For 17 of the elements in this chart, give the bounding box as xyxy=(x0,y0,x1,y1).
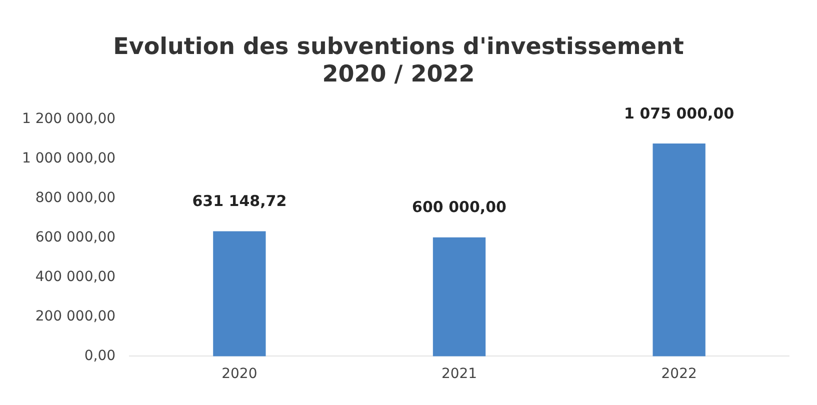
x-tick-label: 2022 xyxy=(661,366,697,382)
y-tick-label: 400 000,00 xyxy=(35,268,116,285)
y-tick-label: 600 000,00 xyxy=(35,229,116,246)
x-tick-label: 2020 xyxy=(222,366,258,382)
data-label: 600 000,00 xyxy=(412,198,506,216)
y-tick-label: 800 000,00 xyxy=(35,190,116,206)
y-tick-label: 1 000 000,00 xyxy=(22,150,116,166)
bar xyxy=(652,144,706,356)
y-tick-label: 0,00 xyxy=(84,348,116,364)
data-label: 631 148,72 xyxy=(192,192,287,210)
chart-title: Evolution des subventions d'investissement 2020 / 2022 xyxy=(113,34,684,88)
x-tick-label: 2021 xyxy=(441,366,478,382)
y-tick-label: 200 000,00 xyxy=(35,308,116,324)
data-label: 1 075 000,00 xyxy=(624,104,734,122)
y-tick-label: 1 200 000,00 xyxy=(22,110,116,127)
bar xyxy=(213,231,266,356)
bar xyxy=(432,237,486,356)
